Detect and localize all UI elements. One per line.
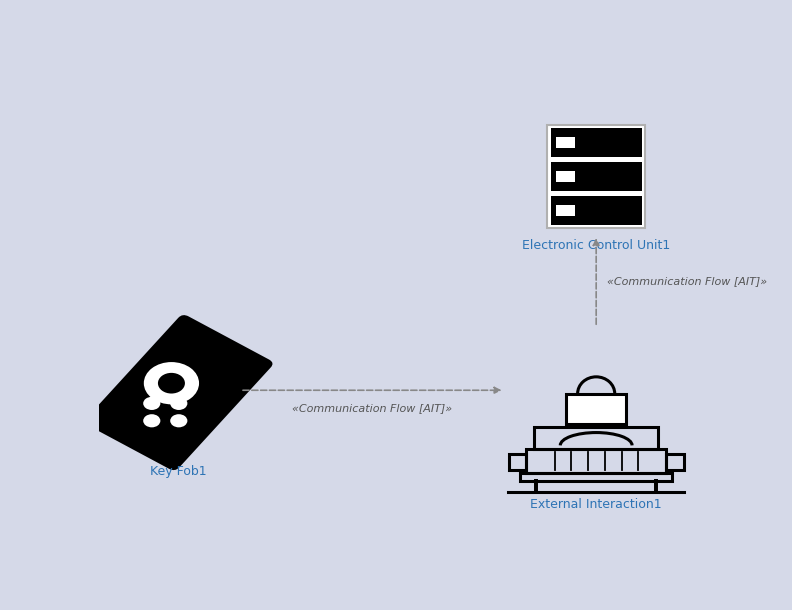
Text: Electronic Control Unit1: Electronic Control Unit1 xyxy=(522,239,670,251)
FancyBboxPatch shape xyxy=(85,315,272,470)
Bar xyxy=(508,454,527,470)
Circle shape xyxy=(217,351,229,361)
Text: Key Fob1: Key Fob1 xyxy=(150,465,207,478)
Circle shape xyxy=(229,367,239,375)
Bar xyxy=(550,162,642,192)
Circle shape xyxy=(158,373,185,393)
Text: External Interaction1: External Interaction1 xyxy=(531,498,662,511)
Bar xyxy=(535,427,658,448)
Bar xyxy=(666,454,683,470)
Bar xyxy=(520,473,672,481)
Text: «Communication Flow [AIT]»: «Communication Flow [AIT]» xyxy=(607,276,767,286)
Bar xyxy=(556,137,575,148)
Circle shape xyxy=(144,362,199,404)
Bar xyxy=(550,127,642,157)
Bar xyxy=(556,205,575,217)
Circle shape xyxy=(170,397,188,410)
Circle shape xyxy=(239,385,248,391)
Circle shape xyxy=(143,397,160,410)
Bar xyxy=(527,448,666,473)
Bar xyxy=(547,125,645,228)
Bar xyxy=(550,196,642,225)
Circle shape xyxy=(143,414,160,428)
Circle shape xyxy=(170,414,188,428)
Text: «Communication Flow [AIT]»: «Communication Flow [AIT]» xyxy=(292,403,452,414)
Bar xyxy=(566,393,626,424)
Bar xyxy=(556,171,575,182)
